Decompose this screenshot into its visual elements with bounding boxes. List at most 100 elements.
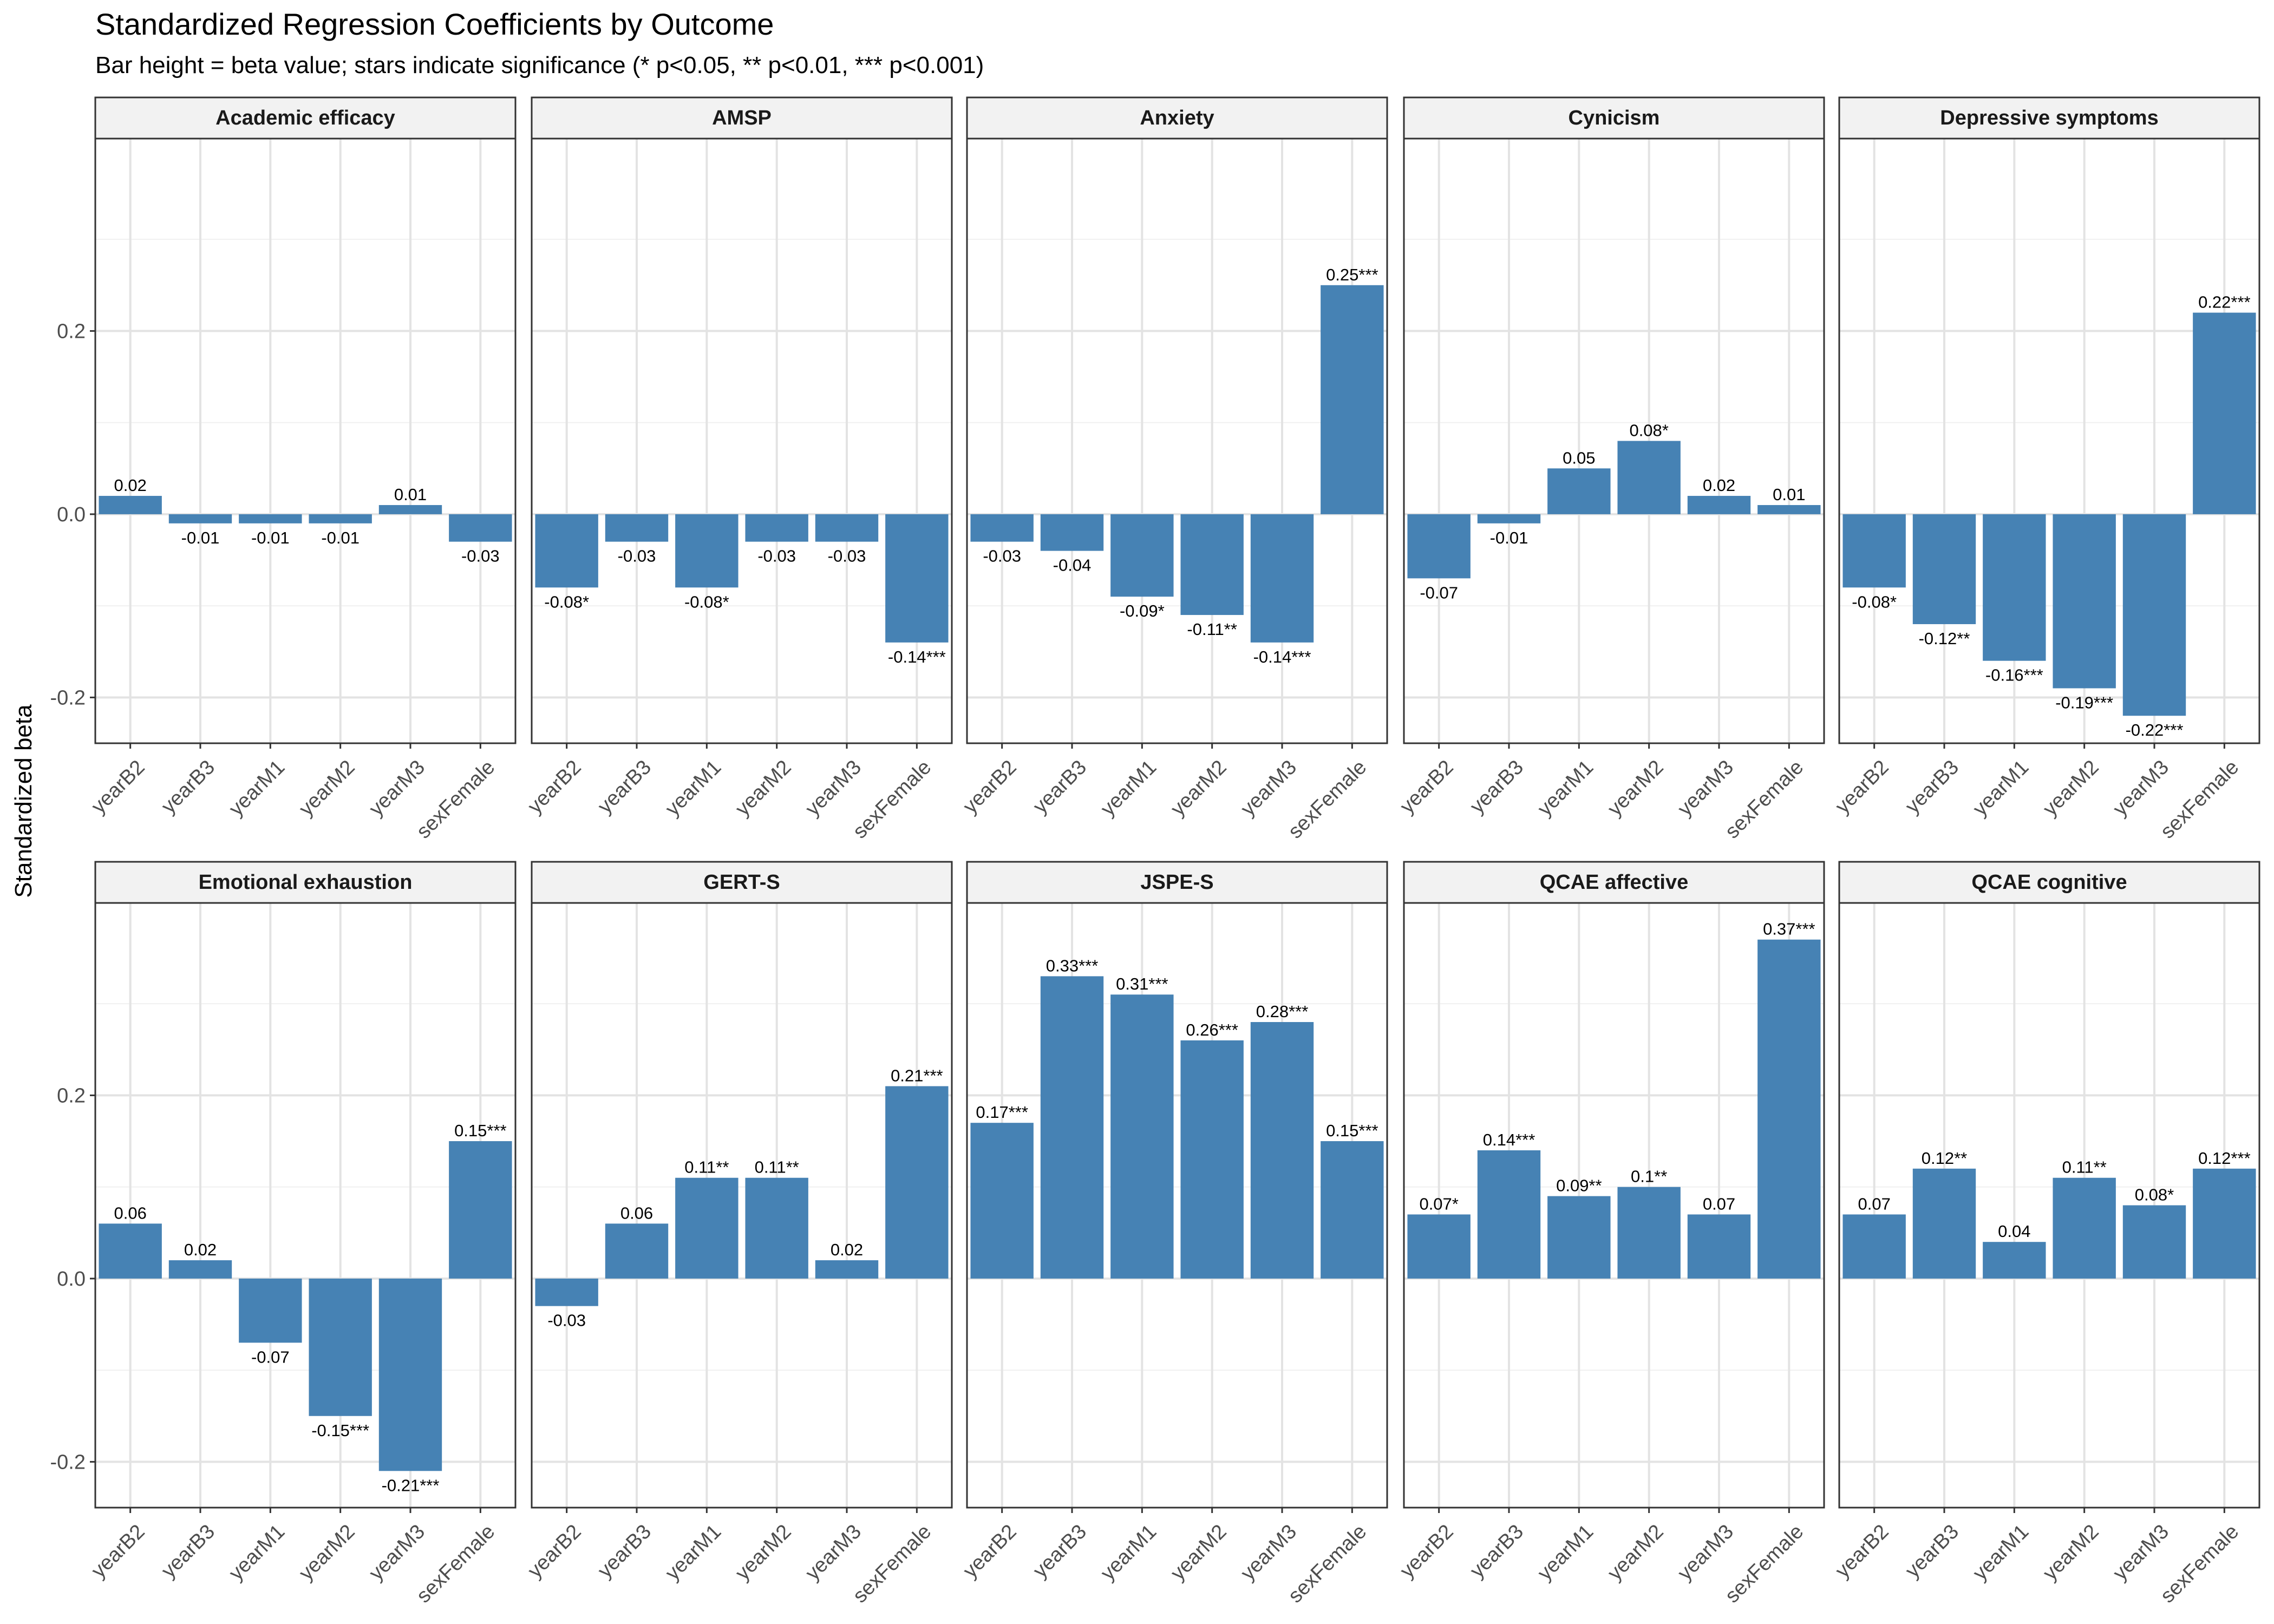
bar-value-label: -0.03 [828, 547, 866, 566]
y-tick-label: 0.0 [57, 1268, 86, 1291]
bar [1617, 1187, 1681, 1279]
bar [675, 1177, 739, 1279]
bar [239, 514, 302, 523]
x-tick-label: yearB3 [1901, 1520, 1963, 1582]
bar [1180, 514, 1244, 615]
bar-value-label: 0.01 [394, 485, 427, 504]
x-tick-label: yearB3 [593, 1520, 656, 1582]
bar [1321, 1141, 1384, 1279]
bar-value-label: 0.1** [1631, 1167, 1667, 1186]
facet-panel: Anxiety -0.03 -0.04 -0.09* -0.11** -0.14*** 0.… [959, 96, 1388, 843]
bar [309, 1278, 372, 1416]
bar-value-label: -0.03 [618, 547, 656, 566]
panel-border [966, 902, 1388, 1509]
facet-title: Academic efficacy [215, 107, 395, 129]
x-tick-label: yearM1 [661, 1520, 726, 1584]
x-tick-label: yearB3 [1901, 756, 1963, 818]
bar [535, 514, 598, 588]
bar-value-label: 0.09** [1556, 1176, 1602, 1195]
bar [309, 514, 372, 523]
facet-title: QCAE cognitive [1971, 871, 2127, 894]
bar [1757, 505, 1821, 514]
bar-value-label: 0.17*** [976, 1103, 1028, 1122]
panel-border [1838, 137, 2260, 744]
x-tick-label: yearM2 [1166, 756, 1231, 820]
bar-value-label: -0.01 [321, 528, 360, 547]
y-tick-label: -0.2 [50, 686, 86, 709]
y-tick-label: 0.0 [57, 503, 86, 526]
x-tick-label: yearB2 [1396, 756, 1458, 818]
bar-value-label: 0.22*** [2198, 293, 2251, 312]
facet-panel: GERT-S -0.03 0.06 0.11** 0.11** 0.02 0.21*** ye… [524, 861, 953, 1607]
bar [1407, 1214, 1471, 1279]
facet-title: GERT-S [703, 871, 780, 894]
bar-value-label: -0.07 [251, 1347, 290, 1366]
x-tick-label: yearM3 [801, 1520, 866, 1584]
bar-value-label: 0.01 [1773, 485, 1805, 504]
bar [449, 514, 512, 542]
bar [885, 514, 949, 643]
facet-title: JSPE-S [1140, 871, 1213, 894]
x-tick-label: yearM2 [1603, 756, 1668, 820]
bar-value-label: 0.37*** [1763, 920, 1815, 939]
x-tick-label: yearB2 [959, 1520, 1021, 1582]
facet-title: Cynicism [1569, 107, 1660, 129]
y-axis-label: Standardized beta [10, 704, 37, 898]
bar-value-label: 0.11** [2062, 1158, 2107, 1177]
bar-value-label: 0.12** [1922, 1149, 1967, 1168]
bar [1407, 514, 1471, 579]
facet-panel: Depressive symptoms -0.08* -0.12** -0.16***… [1831, 96, 2260, 843]
facet-strip [966, 861, 1388, 904]
bar-value-label: 0.21*** [891, 1066, 943, 1085]
bar [1912, 1168, 1976, 1279]
bar [99, 496, 162, 514]
x-tick-label: yearM3 [801, 756, 866, 820]
bar [2053, 1177, 2116, 1279]
facet-title: AMSP [712, 107, 772, 129]
bar [1477, 1150, 1541, 1279]
bar [885, 1086, 949, 1279]
bar-value-label: -0.03 [547, 1311, 586, 1330]
x-tick-label: yearM3 [1674, 756, 1738, 820]
panel-border [1403, 137, 1825, 744]
bar-value-label: 0.07 [1858, 1194, 1890, 1213]
x-tick-label: yearM1 [225, 756, 289, 820]
panel-border [531, 137, 953, 744]
bar-value-label: 0.28*** [1256, 1002, 1309, 1021]
x-tick-label: yearM3 [365, 1520, 429, 1584]
bar-value-label: 0.08* [1629, 421, 1668, 440]
x-tick-label: yearB3 [593, 756, 656, 818]
bar-value-label: -0.15*** [311, 1421, 369, 1440]
x-tick-label: yearM3 [365, 756, 429, 820]
facet-strip [1838, 96, 2260, 140]
bar-value-label: 0.11** [755, 1158, 799, 1177]
bar [1687, 496, 1751, 514]
bar-value-label: 0.14*** [1483, 1130, 1535, 1149]
facet-title: QCAE affective [1540, 871, 1689, 894]
facet-panel: QCAE affective 0.07* 0.14*** 0.09** 0.1** 0.0… [1396, 861, 1825, 1607]
facet-title: Emotional exhaustion [199, 871, 413, 894]
x-tick-label: yearM2 [2038, 1520, 2103, 1584]
bar [1180, 1040, 1244, 1279]
bar [745, 514, 808, 542]
bar-value-label: 0.26*** [1186, 1020, 1238, 1039]
bar [1687, 1214, 1751, 1279]
bar-value-label: 0.05 [1563, 448, 1595, 467]
bar [1617, 441, 1681, 514]
bar [1842, 514, 1906, 588]
y-tick-label: -0.2 [50, 1451, 86, 1474]
bar [605, 514, 669, 542]
x-tick-label: yearM1 [1096, 756, 1161, 820]
x-tick-label: yearB2 [524, 756, 586, 818]
panel-border [1403, 902, 1825, 1509]
bar-value-label: -0.03 [461, 547, 500, 566]
bar-value-label: -0.14*** [1253, 647, 1311, 666]
bar [2122, 514, 2186, 716]
bar [1547, 468, 1611, 514]
bar [168, 514, 232, 523]
bar-value-label: 0.02 [184, 1240, 217, 1259]
x-tick-label: yearB2 [87, 1520, 149, 1582]
bar-value-label: -0.01 [181, 528, 220, 547]
